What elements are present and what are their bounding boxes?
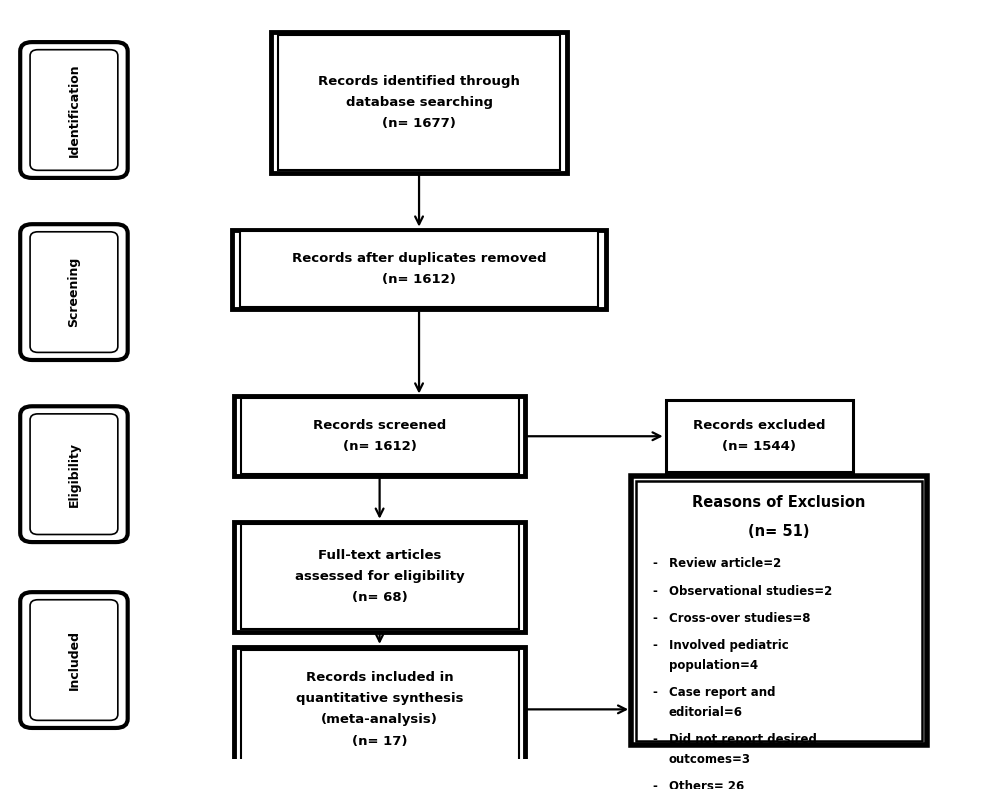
Bar [271, 32, 567, 173]
Bar [240, 231, 599, 308]
FancyBboxPatch shape [30, 600, 118, 720]
Text: Full-text articles: Full-text articles [317, 549, 442, 562]
Text: -: - [653, 733, 658, 746]
Text: -: - [653, 585, 658, 597]
Text: Others= 26: Others= 26 [669, 780, 743, 789]
FancyBboxPatch shape [20, 42, 128, 178]
Text: assessed for eligibility: assessed for eligibility [295, 570, 464, 583]
Text: -: - [653, 686, 658, 699]
Text: Reasons of Exclusion: Reasons of Exclusion [692, 495, 866, 510]
Text: Cross-over studies=8: Cross-over studies=8 [669, 612, 810, 625]
FancyBboxPatch shape [30, 50, 118, 170]
Text: (n= 1677): (n= 1677) [383, 117, 456, 130]
Text: -: - [653, 639, 658, 653]
Text: Screening: Screening [67, 257, 81, 327]
FancyBboxPatch shape [30, 232, 118, 353]
Text: Did not report desired: Did not report desired [669, 733, 816, 746]
Bar [235, 522, 525, 632]
Bar [232, 230, 606, 309]
Text: Included: Included [67, 630, 81, 690]
Text: -: - [653, 612, 658, 625]
Text: outcomes=3: outcomes=3 [669, 753, 750, 766]
Text: (n= 1612): (n= 1612) [343, 440, 416, 454]
Bar [241, 649, 519, 769]
Text: -: - [653, 780, 658, 789]
Bar [278, 36, 560, 170]
Text: (n= 1544): (n= 1544) [722, 440, 797, 454]
Text: editorial=6: editorial=6 [669, 706, 742, 719]
FancyBboxPatch shape [20, 406, 128, 542]
Text: Records identified through: Records identified through [318, 75, 520, 88]
Bar [666, 400, 853, 473]
Text: Observational studies=2: Observational studies=2 [669, 585, 832, 597]
Bar [636, 481, 922, 741]
Text: (n= 17): (n= 17) [352, 735, 407, 748]
Text: Eligibility: Eligibility [67, 442, 81, 507]
Text: Review article=2: Review article=2 [669, 557, 781, 570]
Bar [241, 398, 519, 474]
Bar [235, 647, 525, 772]
Text: Records excluded: Records excluded [693, 419, 825, 432]
Bar [235, 396, 525, 476]
Bar [631, 476, 927, 746]
Text: Identification: Identification [67, 63, 81, 157]
Text: Case report and: Case report and [669, 686, 775, 699]
Text: Records included in: Records included in [306, 671, 454, 684]
Text: (n= 51): (n= 51) [748, 524, 810, 539]
FancyBboxPatch shape [20, 224, 128, 360]
Text: Records screened: Records screened [313, 419, 447, 432]
Text: -: - [653, 557, 658, 570]
Text: quantitative synthesis: quantitative synthesis [296, 692, 463, 705]
Text: Records after duplicates removed: Records after duplicates removed [292, 252, 546, 265]
FancyBboxPatch shape [20, 593, 128, 728]
Text: database searching: database searching [345, 96, 493, 109]
Text: (n= 68): (n= 68) [352, 591, 407, 604]
FancyBboxPatch shape [30, 414, 118, 534]
Text: (n= 1612): (n= 1612) [383, 274, 456, 286]
Bar [241, 524, 519, 629]
Text: (meta-analysis): (meta-analysis) [321, 713, 438, 727]
Text: population=4: population=4 [669, 659, 757, 672]
Text: Involved pediatric: Involved pediatric [669, 639, 788, 653]
